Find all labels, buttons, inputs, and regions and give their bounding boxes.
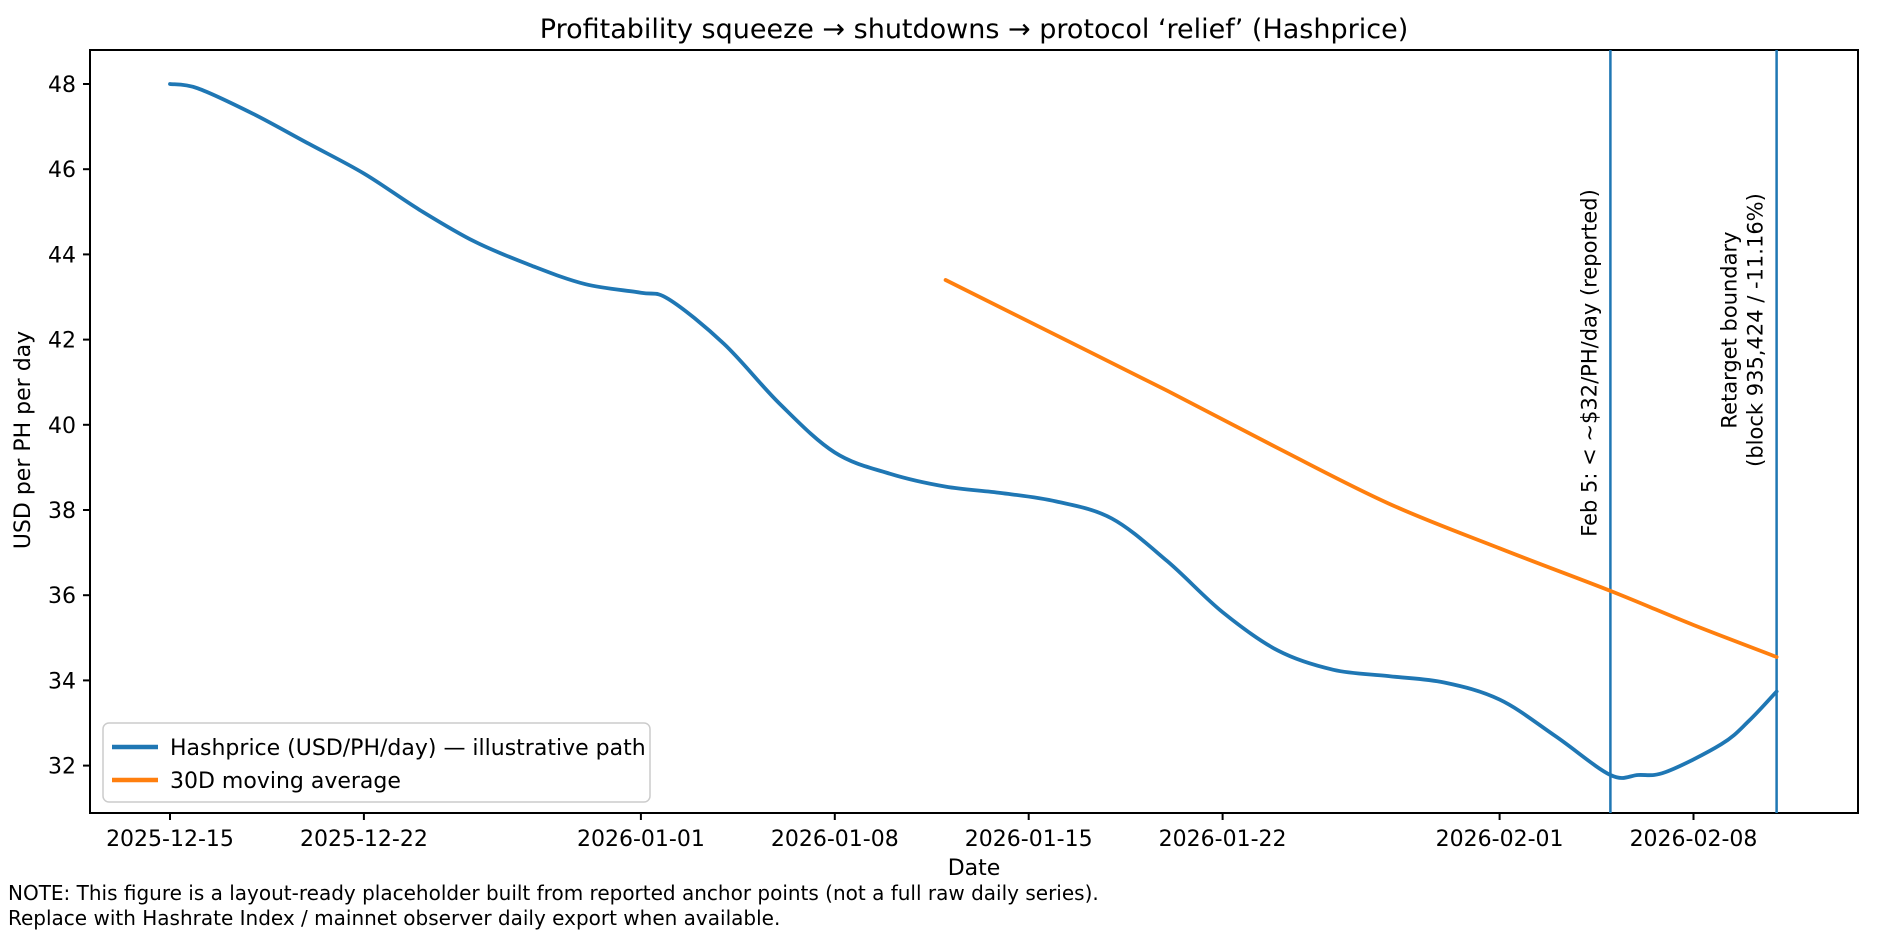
y-tick-label: 42 (48, 329, 76, 354)
x-tick-label: 2026-02-08 (1630, 827, 1758, 852)
vline-annotation-retarget-line1: Retarget boundary (1718, 231, 1742, 428)
y-axis-ticks: 32 34 36 38 40 42 44 46 48 (48, 73, 90, 780)
moving-average-line (943, 278, 1779, 659)
y-tick-label: 48 (48, 73, 76, 98)
data-series (168, 82, 1779, 780)
legend: Hashprice (USD/PH/day) — illustrative pa… (102, 722, 651, 803)
event-vlines (1609, 50, 1778, 813)
plot-frame (89, 49, 1859, 814)
x-tick-label: 2025-12-22 (300, 827, 428, 852)
x-axis-ticks: 2025-12-15 2025-12-22 2026-01-01 2026-01-08… (106, 813, 1757, 852)
legend-box (102, 722, 651, 803)
y-tick-label: 32 (48, 755, 76, 780)
y-tick-label: 46 (48, 158, 76, 183)
x-tick-label: 2026-01-01 (577, 827, 705, 852)
y-tick-label: 44 (48, 243, 76, 268)
footnote-line-1: NOTE: This figure is a layout-ready plac… (8, 881, 1099, 905)
x-tick-label: 2026-01-15 (965, 827, 1093, 852)
y-tick-label: 36 (48, 584, 76, 609)
x-tick-label: 2025-12-15 (106, 827, 234, 852)
y-tick-label: 34 (48, 669, 76, 694)
x-axis-label: Date (948, 856, 1001, 881)
x-tick-label: 2026-02-01 (1436, 827, 1564, 852)
y-axis-label: USD per PH per day (11, 331, 36, 549)
chart-title: Profitability squeeze → shutdowns → prot… (540, 14, 1408, 45)
vline-annotation-retarget-line2: (block 935,424 / -11.16%) (1744, 193, 1768, 467)
x-tick-label: 2026-01-08 (771, 827, 899, 852)
vline-annotation-feb5: Feb 5: < ~$32/PH/day (reported) (1577, 189, 1601, 537)
legend-label-hashprice: Hashprice (USD/PH/day) — illustrative pa… (170, 736, 646, 761)
hashprice-line (168, 82, 1779, 780)
x-tick-label: 2026-01-22 (1159, 827, 1287, 852)
y-tick-label: 40 (48, 414, 76, 439)
y-tick-label: 38 (48, 499, 76, 524)
legend-label-ma: 30D moving average (170, 769, 401, 794)
footnote-line-2: Replace with Hashrate Index / mainnet ob… (8, 906, 780, 930)
